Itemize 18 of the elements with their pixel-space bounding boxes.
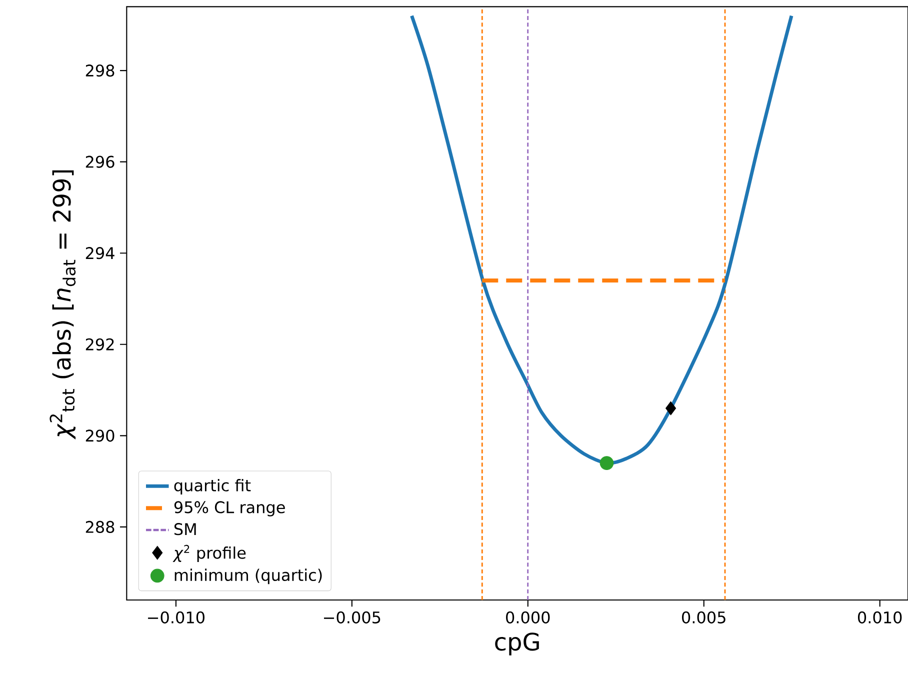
x-tick-label: 0.010 xyxy=(858,611,902,624)
legend-label: 95% CL range xyxy=(174,501,285,516)
x-tick-label: 0.000 xyxy=(506,611,550,624)
x-tick-label: −0.010 xyxy=(148,611,204,624)
y-axis-title: χ$^{2}$$_{tot}$ (abs) [n$_{dat}$ = 299] xyxy=(50,170,76,440)
y-tick-label: 292 xyxy=(86,338,114,350)
legend-label: χ$^{2}$ profile xyxy=(172,544,246,562)
x-tick-label: 0.005 xyxy=(682,611,726,624)
x-axis-title: cpG xyxy=(495,632,539,656)
y-tick-label: 290 xyxy=(86,430,114,442)
legend-label: quartic fit xyxy=(174,479,251,495)
y-tick-label: 298 xyxy=(86,64,114,77)
y-tick-label: 288 xyxy=(86,520,114,534)
legend-label: minimum (quartic) xyxy=(174,568,322,584)
x-tick-label: −0.005 xyxy=(324,611,380,624)
y-tick-label: 296 xyxy=(86,156,114,168)
y-tick-label: 294 xyxy=(86,247,114,260)
legend-label: SM xyxy=(174,523,196,536)
